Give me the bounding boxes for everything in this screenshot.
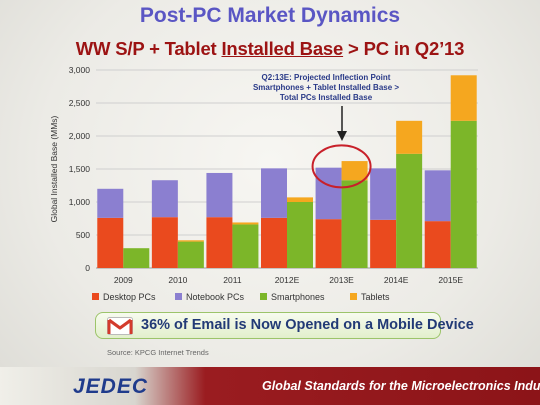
slide-subtitle: WW S/P + Tablet Installed Base > PC in Q… xyxy=(0,38,540,60)
y-tick-label: 2,500 xyxy=(69,98,91,108)
gmail-icon xyxy=(107,317,133,335)
bar-desktop-pcs xyxy=(151,217,178,268)
bar-smartphones xyxy=(287,202,313,268)
x-tick-label: 2015E xyxy=(438,275,463,285)
subtitle-pre: WW S/P + Tablet xyxy=(75,38,222,59)
bar-notebook-pcs xyxy=(206,172,233,218)
bar-smartphones xyxy=(396,153,423,268)
bar-tablets xyxy=(396,120,423,154)
subtitle-underlined: Installed Base xyxy=(221,38,344,59)
x-tick-label: 2010 xyxy=(168,275,187,285)
bar-tablets xyxy=(450,75,477,121)
y-tick-label: 1,500 xyxy=(69,164,91,174)
inflection-annotation-line: Q2:13E: Projected Inflection Point xyxy=(262,73,391,82)
subtitle-post: > PC in Q2’13 xyxy=(343,38,465,59)
slide-title: Post-PC Market Dynamics xyxy=(139,4,401,27)
y-tick-label: 500 xyxy=(76,230,90,240)
installed-base-chart: 0 500 1,000 1,500 2,000 2,500 3,000 Global Inst… xyxy=(49,65,478,302)
email-banner-text: 36% of Email is Now Opened on a Mobile D… xyxy=(141,317,474,333)
footer-tagline: Global Standards for the Microelectronic… xyxy=(262,379,540,393)
bar-smartphones xyxy=(177,241,204,268)
inflection-circle xyxy=(311,144,372,189)
inflection-annotation-line: Smartphones + Tablet Installed Base > xyxy=(253,83,399,92)
legend-label: Tablets xyxy=(361,292,390,302)
bar-notebook-pcs xyxy=(261,168,287,218)
legend-label: Smartphones xyxy=(271,292,325,302)
bar-tablets xyxy=(232,222,259,225)
email-banner: 36% of Email is Now Opened on a Mobile D… xyxy=(95,312,474,339)
x-tick-label: 2014E xyxy=(384,275,409,285)
bar-smartphones xyxy=(123,248,150,268)
jedec-logo: JEDEC xyxy=(73,375,149,398)
bar-tablets xyxy=(177,240,204,242)
legend-swatch xyxy=(350,293,357,300)
bar-smartphones xyxy=(450,120,477,268)
legend-label: Desktop PCs xyxy=(103,292,156,302)
bar-desktop-pcs xyxy=(315,219,342,268)
bar-smartphones xyxy=(341,180,368,268)
bar-notebook-pcs xyxy=(315,167,342,220)
x-tick-label: 2011 xyxy=(223,275,242,285)
x-tick-label: 2009 xyxy=(114,275,133,285)
bar-smartphones xyxy=(232,224,259,268)
y-tick-label: 1,000 xyxy=(69,197,91,207)
bar-tablets xyxy=(287,197,313,202)
y-tick-label: 3,000 xyxy=(69,65,91,75)
bar-desktop-pcs xyxy=(370,219,397,268)
footer-bar: JEDEC Global Standards for the Microelec… xyxy=(0,367,540,405)
source-note: Source: KPCG Internet Trends xyxy=(107,348,209,357)
y-tick-label: 0 xyxy=(85,263,90,273)
inflection-annotation-line: Total PCs Installed Base xyxy=(280,93,373,102)
bar-desktop-pcs xyxy=(261,217,287,268)
legend-swatch xyxy=(260,293,267,300)
annotation-arrow-head xyxy=(337,131,347,141)
legend-swatch xyxy=(92,293,99,300)
bar-tablets xyxy=(341,161,368,181)
legend-swatch xyxy=(175,293,182,300)
bar-notebook-pcs xyxy=(370,168,397,220)
bar-desktop-pcs xyxy=(97,217,124,268)
y-axis-label: Global Installed Base (MMs) xyxy=(49,115,59,222)
bar-desktop-pcs xyxy=(424,221,451,268)
bar-notebook-pcs xyxy=(97,188,124,218)
bar-notebook-pcs xyxy=(151,180,178,218)
y-tick-label: 2,000 xyxy=(69,131,91,141)
legend-label: Notebook PCs xyxy=(186,292,245,302)
bar-desktop-pcs xyxy=(206,217,233,268)
x-tick-label: 2013E xyxy=(329,275,354,285)
x-tick-label: 2012E xyxy=(275,275,300,285)
bar-notebook-pcs xyxy=(424,170,451,222)
